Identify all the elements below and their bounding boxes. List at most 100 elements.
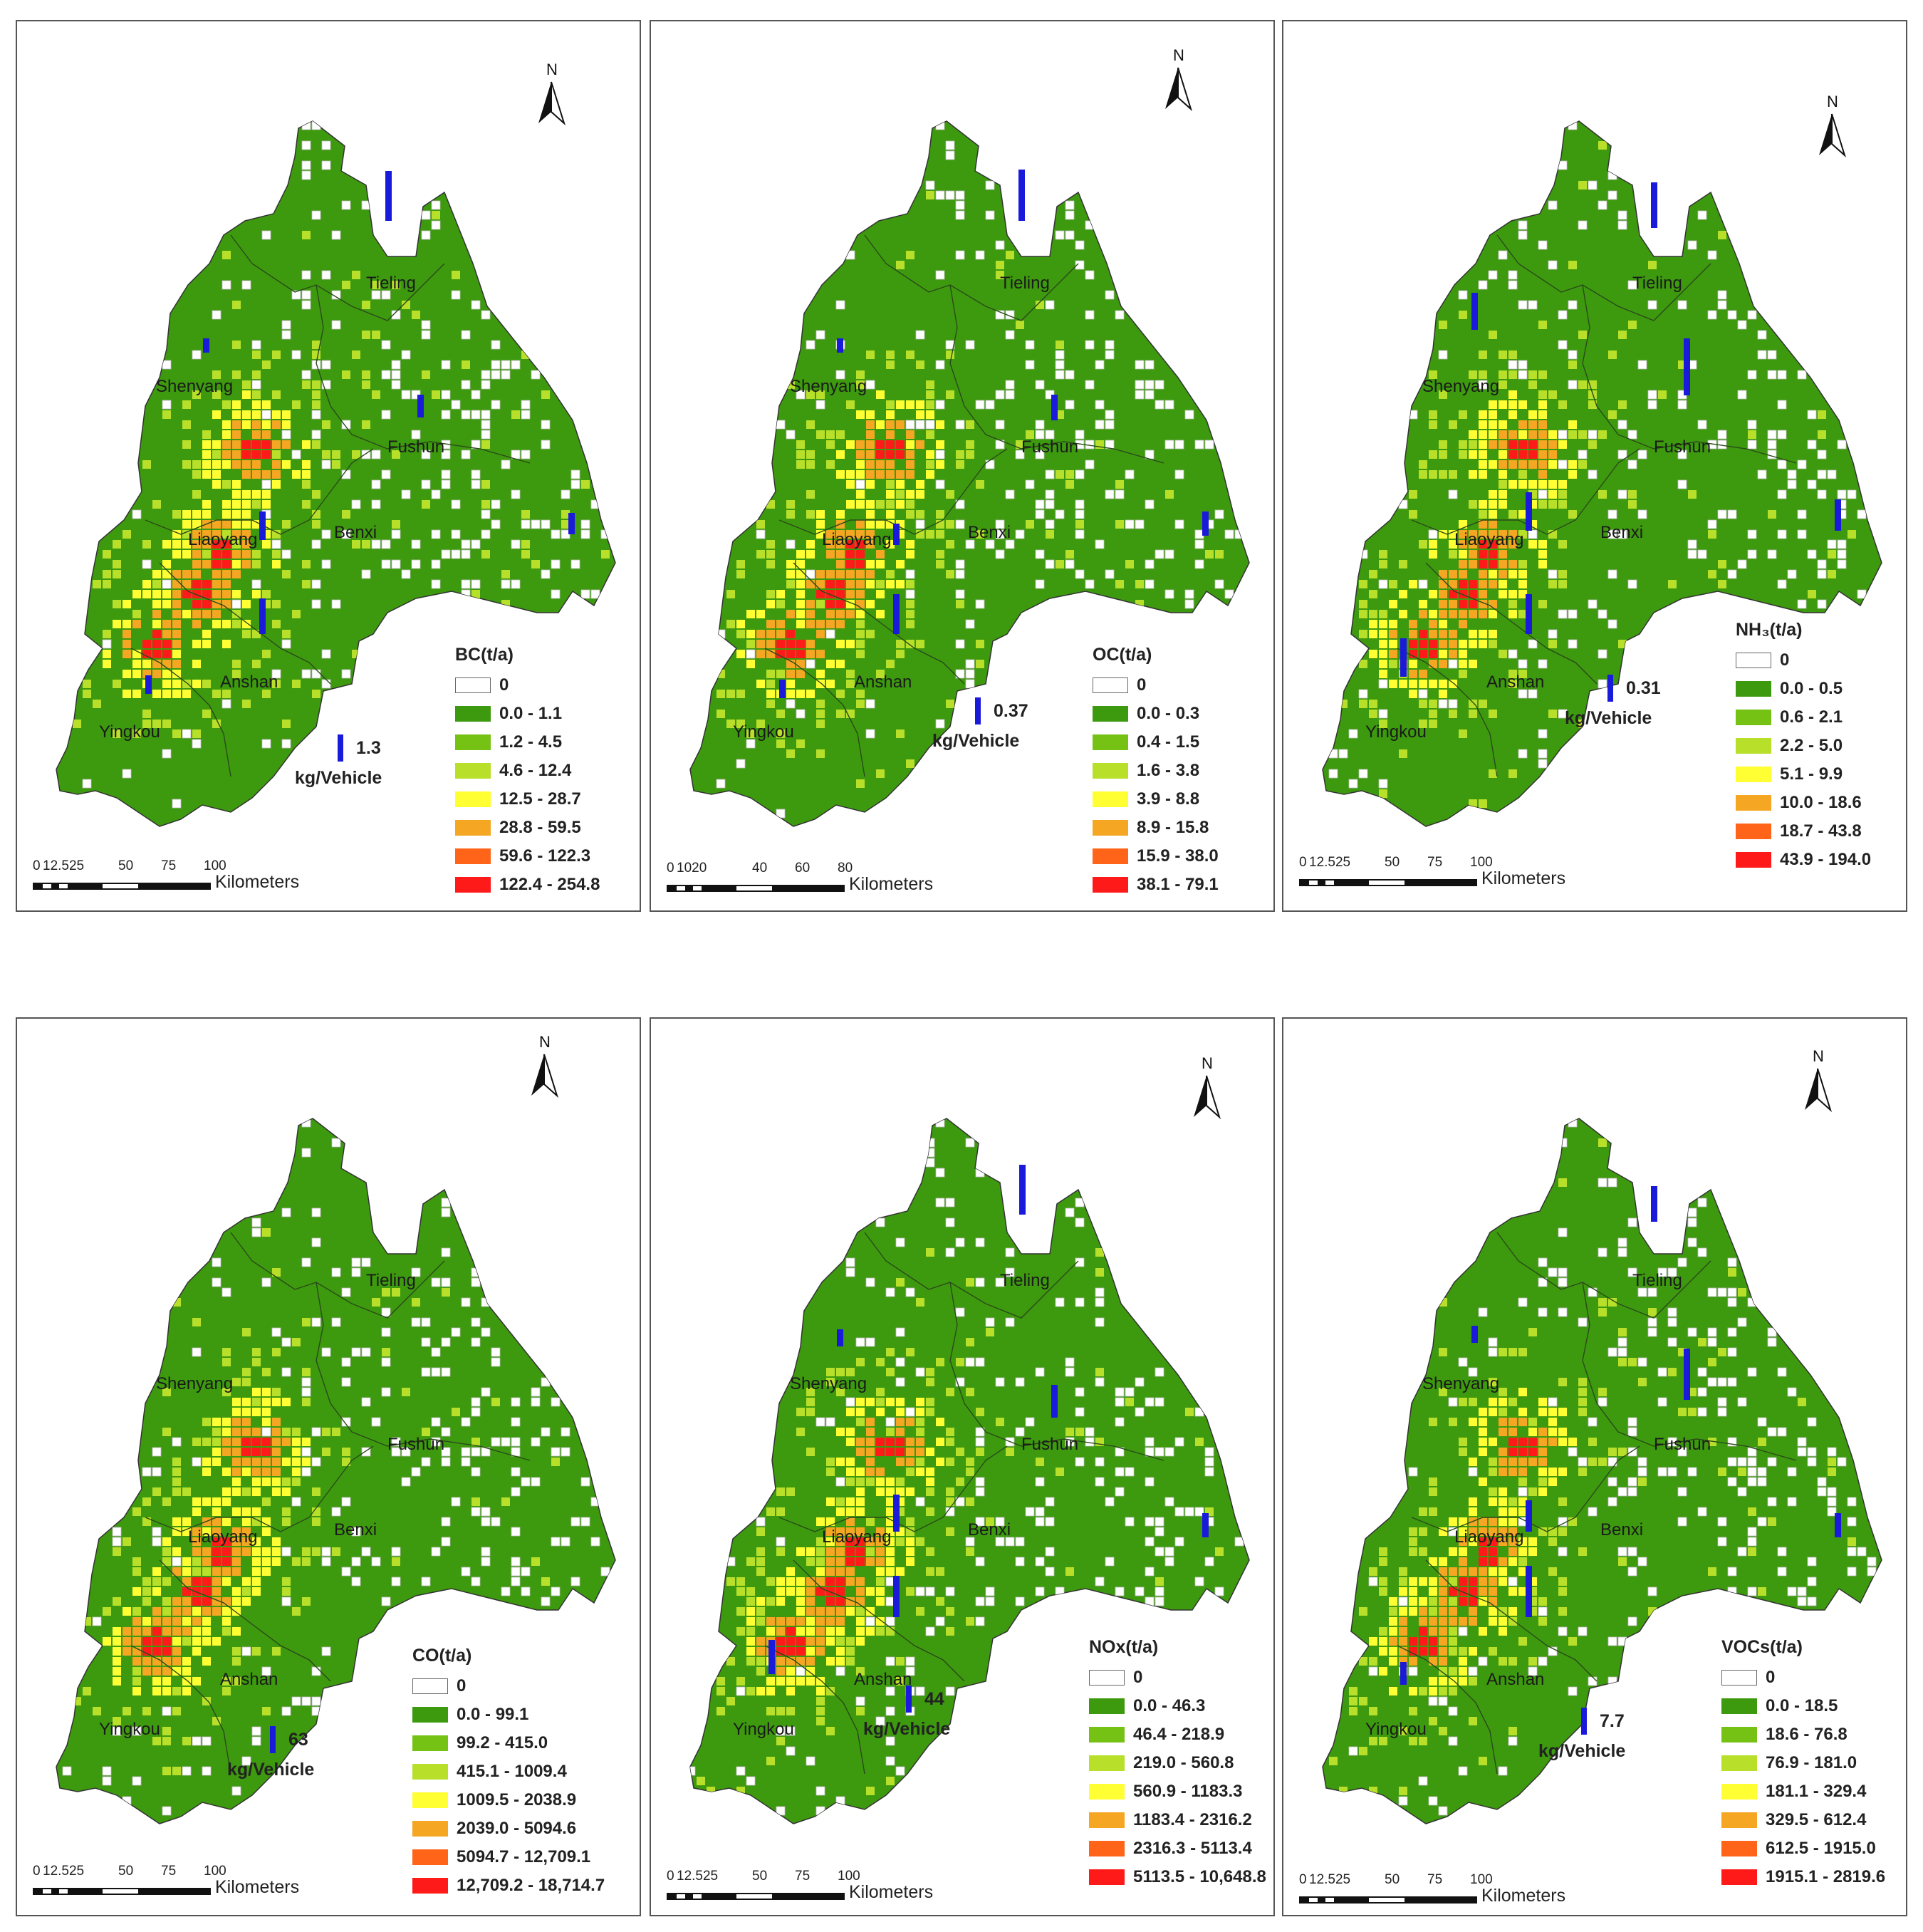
scale-tick-label: 0 [1299,855,1307,870]
legend-label: 0 [457,1676,467,1695]
legend-entry: 5.1 - 9.9 [1736,760,1871,789]
city-label-liaoyang: Liaoyang [822,530,891,549]
city-vehicle-bar [1684,1349,1690,1400]
scale-bar: 0 1020 40 60 80 Kilometers [667,861,933,893]
city-vehicle-bar [893,524,900,545]
city-label-yingkou: Yingkou [733,1720,794,1739]
scale-bar-segments [33,1888,211,1895]
legend-title: OC(t/a) [1093,645,1152,665]
scale-tick-label: 75 [1427,1872,1443,1887]
legend-entry: 38.1 - 79.1 [1093,871,1219,899]
district-boundary [1411,448,1640,535]
map-panel-nox: Tieling Shenyang Fushun Liaoyang Benxi Anshan… [650,1017,1275,1916]
legend-entry: 612.5 - 1915.0 [1721,1834,1885,1863]
scale-tick-label: 0 [33,858,41,873]
scale-bar: 0 12.525 50 75 100 Kilometers [1299,855,1565,888]
legend-entry: 1.6 - 3.8 [1093,757,1219,785]
vehicle-key-value: 63 [288,1729,308,1750]
legend-entry: 181.1 - 329.4 [1721,1777,1885,1806]
study-area [56,120,616,827]
legend-label: 0.4 - 1.5 [1137,732,1200,752]
scale-tick-label: 100 [1470,855,1493,870]
north-label: N [1173,46,1184,64]
legend-swatch [412,1735,448,1751]
map-canvas: Tieling Shenyang Fushun Liaoyang Benxi Anshan… [689,46,1250,827]
scale-bar: 0 12.525 50 75 100 Kilometers [667,1869,933,1901]
city-label-fushun: Fushun [387,437,444,457]
district-boundary [316,1282,531,1461]
city-vehicle-bar [837,338,843,353]
city-vehicle-bar [1651,1186,1657,1222]
city-vehicle-bar [768,1640,775,1674]
legend-entry: 12.5 - 28.7 [455,785,600,814]
legend-swatch [455,734,491,750]
legend-swatch [1736,738,1771,754]
legend-label: 2.2 - 5.0 [1780,736,1843,755]
vehicle-key-value: 44 [924,1688,944,1709]
vehicle-key-unit: kg/Vehicle [1565,708,1652,728]
district-boundary [778,448,1008,535]
legend-entry: 43.9 - 194.0 [1736,846,1871,874]
legend-label: 0 [1137,675,1147,695]
legend-swatch [1721,1841,1757,1856]
map-canvas: Tieling Shenyang Fushun Liaoyang Benxi Anshan… [1322,1047,1882,1824]
scale-tick-label: 100 [204,858,226,873]
legend-title: BC(t/a) [455,645,514,665]
legend-entry: 0 [455,671,600,700]
city-label-yingkou: Yingkou [99,1720,160,1739]
district-boundary [159,1559,331,1682]
legend-label: 1.6 - 3.8 [1137,761,1200,780]
legend-entry: 10.0 - 18.6 [1736,789,1871,817]
vehicle-key-bar [1607,675,1613,702]
district-boundary [130,1645,231,1775]
legend-swatch [455,706,491,722]
legend-swatch [455,877,491,893]
legend-entry: 76.9 - 181.0 [1721,1749,1885,1777]
legend-swatch [1721,1812,1757,1828]
vehicle-key-unit: kg/Vehicle [295,768,382,788]
scale-unit: Kilometers [1481,1886,1566,1906]
legend-label: 10.0 - 18.6 [1780,793,1862,812]
scale-tick-label: 75 [161,858,177,873]
scale-tick-label: 0 [667,861,674,876]
legend-label: 0 [499,675,509,695]
legend-swatch [412,1764,448,1780]
district-boundary [949,284,1164,464]
legend-entry: 219.0 - 560.8 [1089,1749,1266,1777]
city-vehicle-bar [385,171,392,221]
city-label-tieling: Tieling [366,1271,416,1290]
city-label-benxi: Benxi [968,1520,1011,1539]
legend-swatch [1736,767,1771,782]
legend-swatch [1721,1755,1757,1771]
city-label-anshan: Anshan [220,672,278,692]
city-label-tieling: Tieling [366,274,416,293]
vehicle-key-unit: kg/Vehicle [1538,1741,1626,1761]
legend-entry: 59.6 - 122.3 [455,842,600,871]
emission-grid [1328,121,1867,808]
legend-label: 1183.4 - 2316.2 [1133,1810,1252,1829]
scale-tick-label: 40 [752,861,768,876]
city-label-fushun: Fushun [1654,437,1711,457]
vehicle-key-value: 7.7 [1600,1710,1625,1731]
city-vehicle-bar [259,511,266,540]
legend-label: 5.1 - 9.9 [1780,764,1843,784]
legend-swatch [1089,1841,1125,1856]
north-label: N [1202,1054,1213,1072]
city-vehicle-bar [1684,338,1690,395]
legend-entry: 0 [1736,646,1871,675]
legend-title: NOx(t/a) [1089,1637,1159,1657]
scale-tick-label: 100 [838,1869,860,1884]
legend-label: 122.4 - 254.8 [499,875,600,894]
city-vehicle-bar [1835,499,1841,531]
legend-swatch [1736,653,1771,668]
legend-swatch [1721,1869,1757,1885]
scale-tick-label: 80 [838,861,853,876]
legend: NOx(t/a) 0 0.0 - 46.3 46.4 - 218.9 219.0 - 5… [1089,1637,1266,1891]
legend-label: 0.0 - 1.1 [499,704,563,723]
legend-entry: 2316.3 - 5113.4 [1089,1834,1266,1863]
north-arrow-icon: N [538,61,566,126]
district-boundary [793,1559,965,1682]
city-label-benxi: Benxi [968,523,1011,542]
city-vehicle-bar [145,675,152,694]
legend-label: 2316.3 - 5113.4 [1133,1839,1252,1858]
